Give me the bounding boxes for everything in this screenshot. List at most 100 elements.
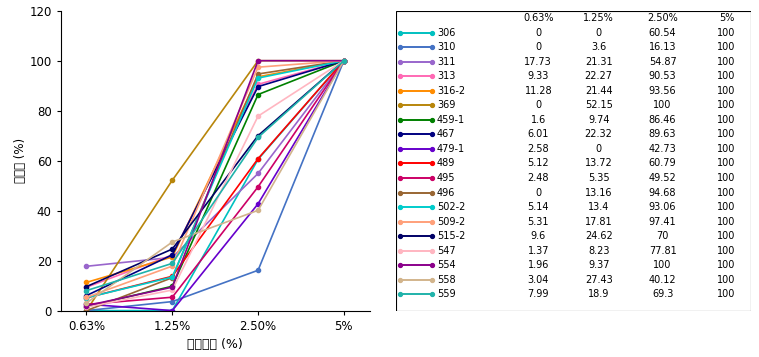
Text: 100: 100 (717, 289, 735, 299)
Text: 0: 0 (596, 27, 602, 37)
Text: 22.32: 22.32 (584, 129, 613, 139)
Text: 77.81: 77.81 (649, 246, 676, 256)
Text: 9.6: 9.6 (531, 231, 546, 241)
Text: 9.37: 9.37 (588, 260, 609, 270)
Text: 2.50%: 2.50% (647, 13, 678, 23)
Text: 2.48: 2.48 (528, 173, 549, 183)
Text: 5%: 5% (719, 13, 734, 23)
Text: 502-2: 502-2 (437, 202, 465, 212)
Text: 1.96: 1.96 (528, 260, 549, 270)
Text: 306: 306 (437, 27, 455, 37)
Text: 9.74: 9.74 (588, 115, 609, 125)
Text: 100: 100 (717, 42, 735, 52)
Text: 3.6: 3.6 (591, 42, 606, 52)
Text: 100: 100 (717, 246, 735, 256)
Text: 479-1: 479-1 (437, 144, 465, 154)
Text: 100: 100 (653, 100, 672, 110)
Text: 0: 0 (535, 27, 541, 37)
Text: 311: 311 (437, 57, 455, 67)
Text: 100: 100 (717, 260, 735, 270)
Text: 100: 100 (717, 217, 735, 227)
Text: 100: 100 (717, 100, 735, 110)
Text: 495: 495 (437, 173, 455, 183)
Text: 310: 310 (437, 42, 455, 52)
Text: 1.37: 1.37 (528, 246, 549, 256)
Text: 94.68: 94.68 (649, 187, 676, 197)
Text: 313: 313 (437, 71, 455, 81)
Text: 97.41: 97.41 (649, 217, 676, 227)
Text: 86.46: 86.46 (649, 115, 676, 125)
Text: 7.99: 7.99 (528, 289, 549, 299)
Text: 93.56: 93.56 (649, 86, 676, 96)
Text: 16.13: 16.13 (649, 42, 676, 52)
X-axis label: 배양여액 (%): 배양여액 (%) (187, 338, 243, 351)
Text: 5.35: 5.35 (588, 173, 609, 183)
Text: 100: 100 (717, 231, 735, 241)
Text: 93.06: 93.06 (649, 202, 676, 212)
Text: 559: 559 (437, 289, 455, 299)
Text: 18.9: 18.9 (588, 289, 609, 299)
Text: 2.58: 2.58 (528, 144, 549, 154)
Text: 3.04: 3.04 (528, 275, 549, 285)
Text: 100: 100 (717, 144, 735, 154)
Text: 27.43: 27.43 (584, 275, 613, 285)
Text: 11.28: 11.28 (524, 86, 552, 96)
Text: 40.12: 40.12 (649, 275, 676, 285)
Text: 21.31: 21.31 (585, 57, 613, 67)
Text: 52.15: 52.15 (584, 100, 613, 110)
Text: 509-2: 509-2 (437, 217, 465, 227)
Text: 489: 489 (437, 159, 455, 169)
Text: 5.12: 5.12 (528, 159, 549, 169)
Text: 5.31: 5.31 (528, 217, 549, 227)
Text: 515-2: 515-2 (437, 231, 465, 241)
Text: 100: 100 (717, 115, 735, 125)
Text: 70: 70 (657, 231, 669, 241)
Text: 0: 0 (535, 100, 541, 110)
Text: 0.63%: 0.63% (523, 13, 553, 23)
Text: 6.01: 6.01 (528, 129, 549, 139)
Text: 0: 0 (535, 42, 541, 52)
Text: 17.81: 17.81 (585, 217, 613, 227)
Text: 5.14: 5.14 (528, 202, 549, 212)
Text: 42.73: 42.73 (649, 144, 676, 154)
Text: 60.54: 60.54 (649, 27, 676, 37)
Text: 100: 100 (717, 275, 735, 285)
Text: 13.4: 13.4 (588, 202, 609, 212)
Text: 100: 100 (717, 86, 735, 96)
Text: 100: 100 (717, 129, 735, 139)
Text: 100: 100 (717, 173, 735, 183)
Text: 17.73: 17.73 (524, 57, 552, 67)
Text: 100: 100 (717, 57, 735, 67)
Text: 547: 547 (437, 246, 455, 256)
Text: 558: 558 (437, 275, 455, 285)
Text: 13.16: 13.16 (585, 187, 613, 197)
Text: 24.62: 24.62 (584, 231, 613, 241)
Text: 554: 554 (437, 260, 455, 270)
Text: 496: 496 (437, 187, 455, 197)
Text: 100: 100 (717, 187, 735, 197)
Text: 1.6: 1.6 (531, 115, 546, 125)
Text: 100: 100 (717, 202, 735, 212)
Text: 0: 0 (596, 144, 602, 154)
Text: 89.63: 89.63 (649, 129, 676, 139)
Text: 459-1: 459-1 (437, 115, 465, 125)
Text: 22.27: 22.27 (584, 71, 613, 81)
Text: 100: 100 (717, 159, 735, 169)
Text: 316-2: 316-2 (437, 86, 465, 96)
Text: 100: 100 (717, 27, 735, 37)
Text: 13.72: 13.72 (584, 159, 613, 169)
Text: 60.79: 60.79 (649, 159, 676, 169)
Y-axis label: 살선률 (%): 살선률 (%) (14, 138, 27, 183)
Text: 90.53: 90.53 (649, 71, 676, 81)
Text: 369: 369 (437, 100, 455, 110)
Text: 21.44: 21.44 (585, 86, 613, 96)
Text: 467: 467 (437, 129, 455, 139)
Text: 100: 100 (653, 260, 672, 270)
Text: 100: 100 (717, 71, 735, 81)
Text: 0: 0 (535, 187, 541, 197)
Text: 69.3: 69.3 (652, 289, 673, 299)
Text: 1.25%: 1.25% (583, 13, 614, 23)
Text: 8.23: 8.23 (588, 246, 609, 256)
Text: 54.87: 54.87 (649, 57, 676, 67)
Text: 49.52: 49.52 (649, 173, 676, 183)
